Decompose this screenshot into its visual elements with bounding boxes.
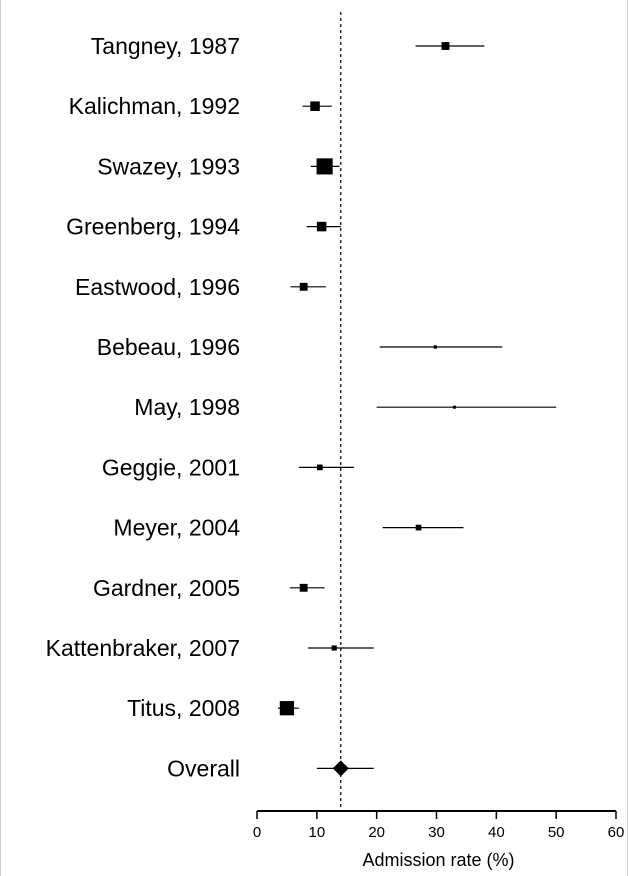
x-tick-label: 20 <box>368 824 385 841</box>
study-point-9 <box>299 583 308 592</box>
study-label: Titus, 2008 <box>127 695 240 721</box>
x-tick-label: 50 <box>548 824 565 841</box>
study-label: Bebeau, 1996 <box>97 334 240 360</box>
study-rows: Tangney, 1987 Kalichman, 1992 Swazey, 1993… <box>46 33 557 781</box>
study-point-10 <box>331 645 337 651</box>
x-tick-label: 10 <box>308 824 325 841</box>
overall-label: Overall <box>167 755 240 781</box>
x-tick-label: 0 <box>253 824 261 841</box>
study-label: Gardner, 2005 <box>93 575 240 601</box>
x-tick-label: 30 <box>428 824 445 841</box>
study-label: Greenberg, 1994 <box>66 214 240 240</box>
study-label: Eastwood, 1996 <box>75 274 240 300</box>
study-label: Swazey, 1993 <box>97 153 240 179</box>
study-label: May, 1998 <box>134 394 240 420</box>
x-axis: 0 10 20 30 40 50 60 <box>253 810 625 841</box>
study-label: Kalichman, 1992 <box>69 93 240 119</box>
study-point-6 <box>452 405 456 409</box>
study-point-5 <box>433 345 437 349</box>
study-point-2 <box>316 158 333 175</box>
study-point-8 <box>415 524 422 531</box>
study-point-3 <box>316 221 327 232</box>
study-label: Kattenbraker, 2007 <box>46 635 240 661</box>
x-axis-title: Admission rate (%) <box>362 850 514 870</box>
study-label: Meyer, 2004 <box>113 515 240 541</box>
study-label: Tangney, 1987 <box>91 33 240 59</box>
study-point-11 <box>279 701 295 716</box>
x-tick-label: 40 <box>488 824 505 841</box>
x-tick-label: 60 <box>608 824 625 841</box>
study-label: Geggie, 2001 <box>102 454 240 480</box>
study-point-7 <box>316 464 323 471</box>
study-point-4 <box>299 282 308 291</box>
study-point-0 <box>441 42 450 50</box>
study-point-1 <box>310 101 320 111</box>
